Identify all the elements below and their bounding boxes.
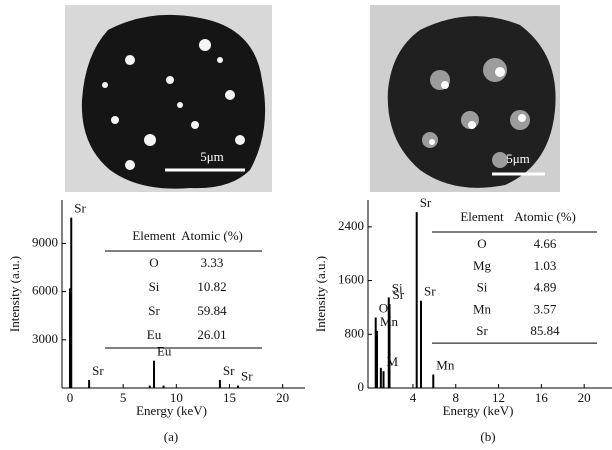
table-cell: 4.89: [534, 280, 557, 295]
peak-label: Mn: [436, 358, 455, 373]
x-tick-label: 20: [578, 390, 591, 405]
peak-label: Si: [392, 280, 403, 295]
x-tick-label: 16: [535, 390, 549, 405]
table-cell: Sr: [148, 303, 160, 318]
x-tick-label: 0: [67, 390, 74, 405]
scale-bar-label: 5μm: [506, 151, 530, 166]
panel-label: (b): [480, 429, 495, 444]
table-cell: 26.01: [197, 327, 226, 342]
peak-label: Sr: [223, 363, 235, 378]
table-header: Atomic (%): [514, 209, 576, 224]
x-axis-label: Energy (keV): [136, 403, 207, 418]
y-tick-label: 0: [358, 379, 365, 394]
table-cell: Sr: [476, 323, 488, 338]
peak-label: Sr: [420, 195, 432, 210]
table-cell: 1.03: [534, 258, 557, 273]
y-tick-label: 800: [345, 325, 365, 340]
table-header: Element: [460, 209, 504, 224]
peak-label: Eu: [157, 344, 172, 359]
y-axis-label: Intensity (a.u.): [7, 256, 22, 332]
y-tick-label: 9000: [32, 234, 58, 249]
table-cell: 59.84: [197, 303, 227, 318]
table-cell: 85.84: [530, 323, 560, 338]
y-tick-label: 1600: [338, 272, 364, 287]
peak-label: Sr: [424, 284, 436, 299]
y-tick-label: 6000: [32, 283, 58, 298]
table-cell: O: [149, 255, 158, 270]
table-cell: 10.82: [197, 279, 226, 294]
peak-label: Sr: [74, 201, 86, 216]
y-tick-label: 3000: [32, 331, 58, 346]
y-axis-label: Intensity (a.u.): [313, 256, 328, 332]
scale-bar-label: 5μm: [200, 149, 224, 164]
panel-label: (a): [164, 429, 178, 444]
x-tick-label: 4: [410, 390, 417, 405]
table-cell: Si: [149, 279, 160, 294]
table-cell: Eu: [147, 327, 162, 342]
peak-label: Sr: [393, 287, 405, 302]
y-tick-label: 2400: [338, 218, 364, 233]
tem-image: [65, 5, 272, 192]
table-cell: O: [477, 236, 486, 251]
x-tick-label: 12: [492, 390, 505, 405]
peak-label: O: [379, 300, 388, 315]
peak-label: Sr: [241, 369, 253, 384]
table-cell: Si: [477, 280, 488, 295]
peak-label: Sr: [92, 363, 104, 378]
table-header: Atomic (%): [181, 228, 243, 243]
x-tick-label: 8: [453, 390, 460, 405]
table-cell: 3.33: [201, 255, 224, 270]
table-header: Element: [132, 228, 176, 243]
x-tick-label: 20: [276, 390, 289, 405]
x-tick-label: 15: [223, 390, 236, 405]
table-cell: Mg: [473, 258, 492, 273]
table-cell: Mn: [473, 301, 492, 316]
x-tick-label: 10: [170, 390, 183, 405]
table-cell: 4.66: [534, 236, 557, 251]
x-tick-label: 5: [120, 390, 127, 405]
x-axis-label: Energy (keV): [443, 403, 514, 418]
table-cell: 3.57: [534, 301, 557, 316]
tem-image: [370, 5, 560, 192]
